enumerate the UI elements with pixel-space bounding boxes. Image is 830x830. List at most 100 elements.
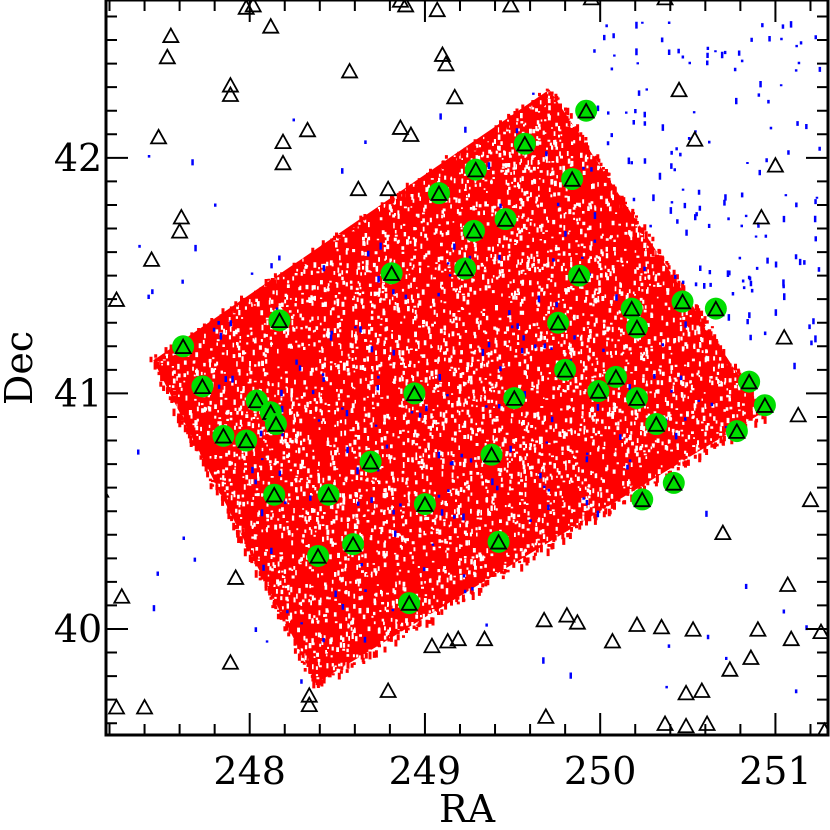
- green-marker: [359, 450, 382, 473]
- green-marker-triangle: [515, 135, 534, 152]
- triangle-marker: [677, 683, 696, 701]
- green-marker: [753, 394, 776, 417]
- triangle-marker: [698, 714, 717, 731]
- green-marker-triangle: [415, 495, 434, 512]
- y-tick-label-40: 40: [54, 607, 102, 651]
- green-marker-triangle: [456, 259, 475, 277]
- triangle-marker: [428, 0, 447, 18]
- green-marker-triangle: [319, 486, 338, 503]
- green-marker-triangle: [309, 547, 328, 564]
- green-marker-circle: [463, 219, 486, 242]
- triangle-marker: [789, 406, 808, 423]
- green-marker: [671, 290, 694, 313]
- triangle-marker: [422, 636, 441, 654]
- plot-area: [106, 0, 828, 735]
- triangle-marker: [778, 575, 797, 592]
- green-marker-circle: [263, 483, 286, 506]
- triangle-marker: [158, 47, 177, 65]
- green-marker-circle: [604, 365, 627, 388]
- green-marker: [191, 375, 214, 398]
- green-marker: [480, 443, 503, 466]
- green-marker-circle: [662, 471, 685, 494]
- green-marker: [575, 99, 598, 122]
- green-marker-circle: [575, 99, 598, 122]
- green-marker: [604, 365, 627, 388]
- green-marker-triangle: [489, 533, 508, 550]
- triangle-marker: [170, 222, 189, 239]
- green-marker-circle: [645, 413, 668, 436]
- triangle-marker: [300, 695, 319, 713]
- triangle-marker: [655, 0, 675, 6]
- triangle-marker: [720, 660, 739, 677]
- green-marker: [427, 182, 450, 205]
- y-tick-label-42: 42: [54, 136, 102, 180]
- green-marker-triangle: [466, 161, 485, 178]
- plot-frame: [104, 0, 830, 737]
- green-marker-triangle: [664, 474, 683, 491]
- green-marker-circle: [704, 297, 727, 320]
- green-marker-triangle: [622, 300, 641, 317]
- triangle-marker: [261, 17, 280, 34]
- y-tick-label-41: 41: [54, 371, 102, 415]
- green-marker-triangle: [606, 368, 625, 385]
- triangle-marker: [300, 686, 319, 703]
- green-marker-triangle: [270, 311, 289, 329]
- triangle-marker: [582, 0, 601, 6]
- triangle-marker: [438, 632, 457, 649]
- green-marker: [738, 370, 761, 393]
- green-marker-circle: [454, 257, 477, 280]
- green-marker-circle: [625, 387, 648, 410]
- y-axis-label: Dec: [0, 331, 41, 405]
- triangle-marker: [349, 179, 368, 197]
- green-marker: [625, 316, 648, 339]
- green-marker-triangle: [755, 396, 774, 413]
- triangle-marker: [449, 629, 468, 647]
- green-marker-circle: [268, 309, 291, 332]
- green-marker: [317, 483, 340, 506]
- green-marker-circle: [725, 420, 748, 443]
- green-marker-triangle: [549, 314, 568, 331]
- green-marker-triangle: [577, 102, 596, 119]
- triangle-marker: [741, 648, 760, 665]
- triangle-marker: [568, 613, 587, 630]
- x-tick-label-249: 249: [389, 749, 462, 793]
- green-marker: [463, 219, 486, 242]
- triangle-marker: [811, 622, 828, 639]
- green-marker-triangle: [633, 490, 652, 508]
- green-marker-triangle: [400, 594, 419, 611]
- green-marker-circle: [631, 488, 654, 511]
- green-marker: [725, 420, 748, 443]
- green-marker-circle: [513, 132, 536, 155]
- green-marker-triangle: [174, 337, 193, 354]
- x-tick-label-250: 250: [564, 749, 637, 793]
- x-tick-label-248: 248: [213, 749, 286, 793]
- triangle-marker: [401, 125, 420, 142]
- triangle-marker: [670, 80, 689, 98]
- green-marker: [568, 264, 591, 287]
- green-marker-circle: [554, 358, 577, 381]
- triangle-marker: [221, 85, 240, 102]
- green-marker-triangle: [247, 391, 266, 409]
- green-marker: [342, 533, 365, 556]
- green-marker: [704, 297, 727, 320]
- green-marker: [513, 132, 536, 155]
- green-marker-triangle: [627, 318, 647, 336]
- triangle-marker: [436, 55, 456, 72]
- green-marker: [398, 592, 421, 615]
- green-marker: [172, 335, 195, 358]
- green-marker-circle: [671, 290, 694, 313]
- green-marker-triangle: [556, 361, 575, 378]
- green-marker-circle: [561, 168, 584, 191]
- triangle-marker: [445, 87, 464, 105]
- green-marker: [487, 530, 510, 553]
- green-marker-triangle: [706, 300, 725, 317]
- triangle-marker: [298, 120, 317, 138]
- triangle-marker: [655, 714, 675, 731]
- triangle-marker: [172, 208, 191, 225]
- triangle-marker: [379, 179, 398, 197]
- green-marker-triangle: [344, 535, 363, 552]
- triangle-marker: [112, 587, 131, 604]
- green-marker: [268, 309, 291, 332]
- green-marker-circle: [753, 394, 776, 417]
- green-marker: [561, 168, 584, 191]
